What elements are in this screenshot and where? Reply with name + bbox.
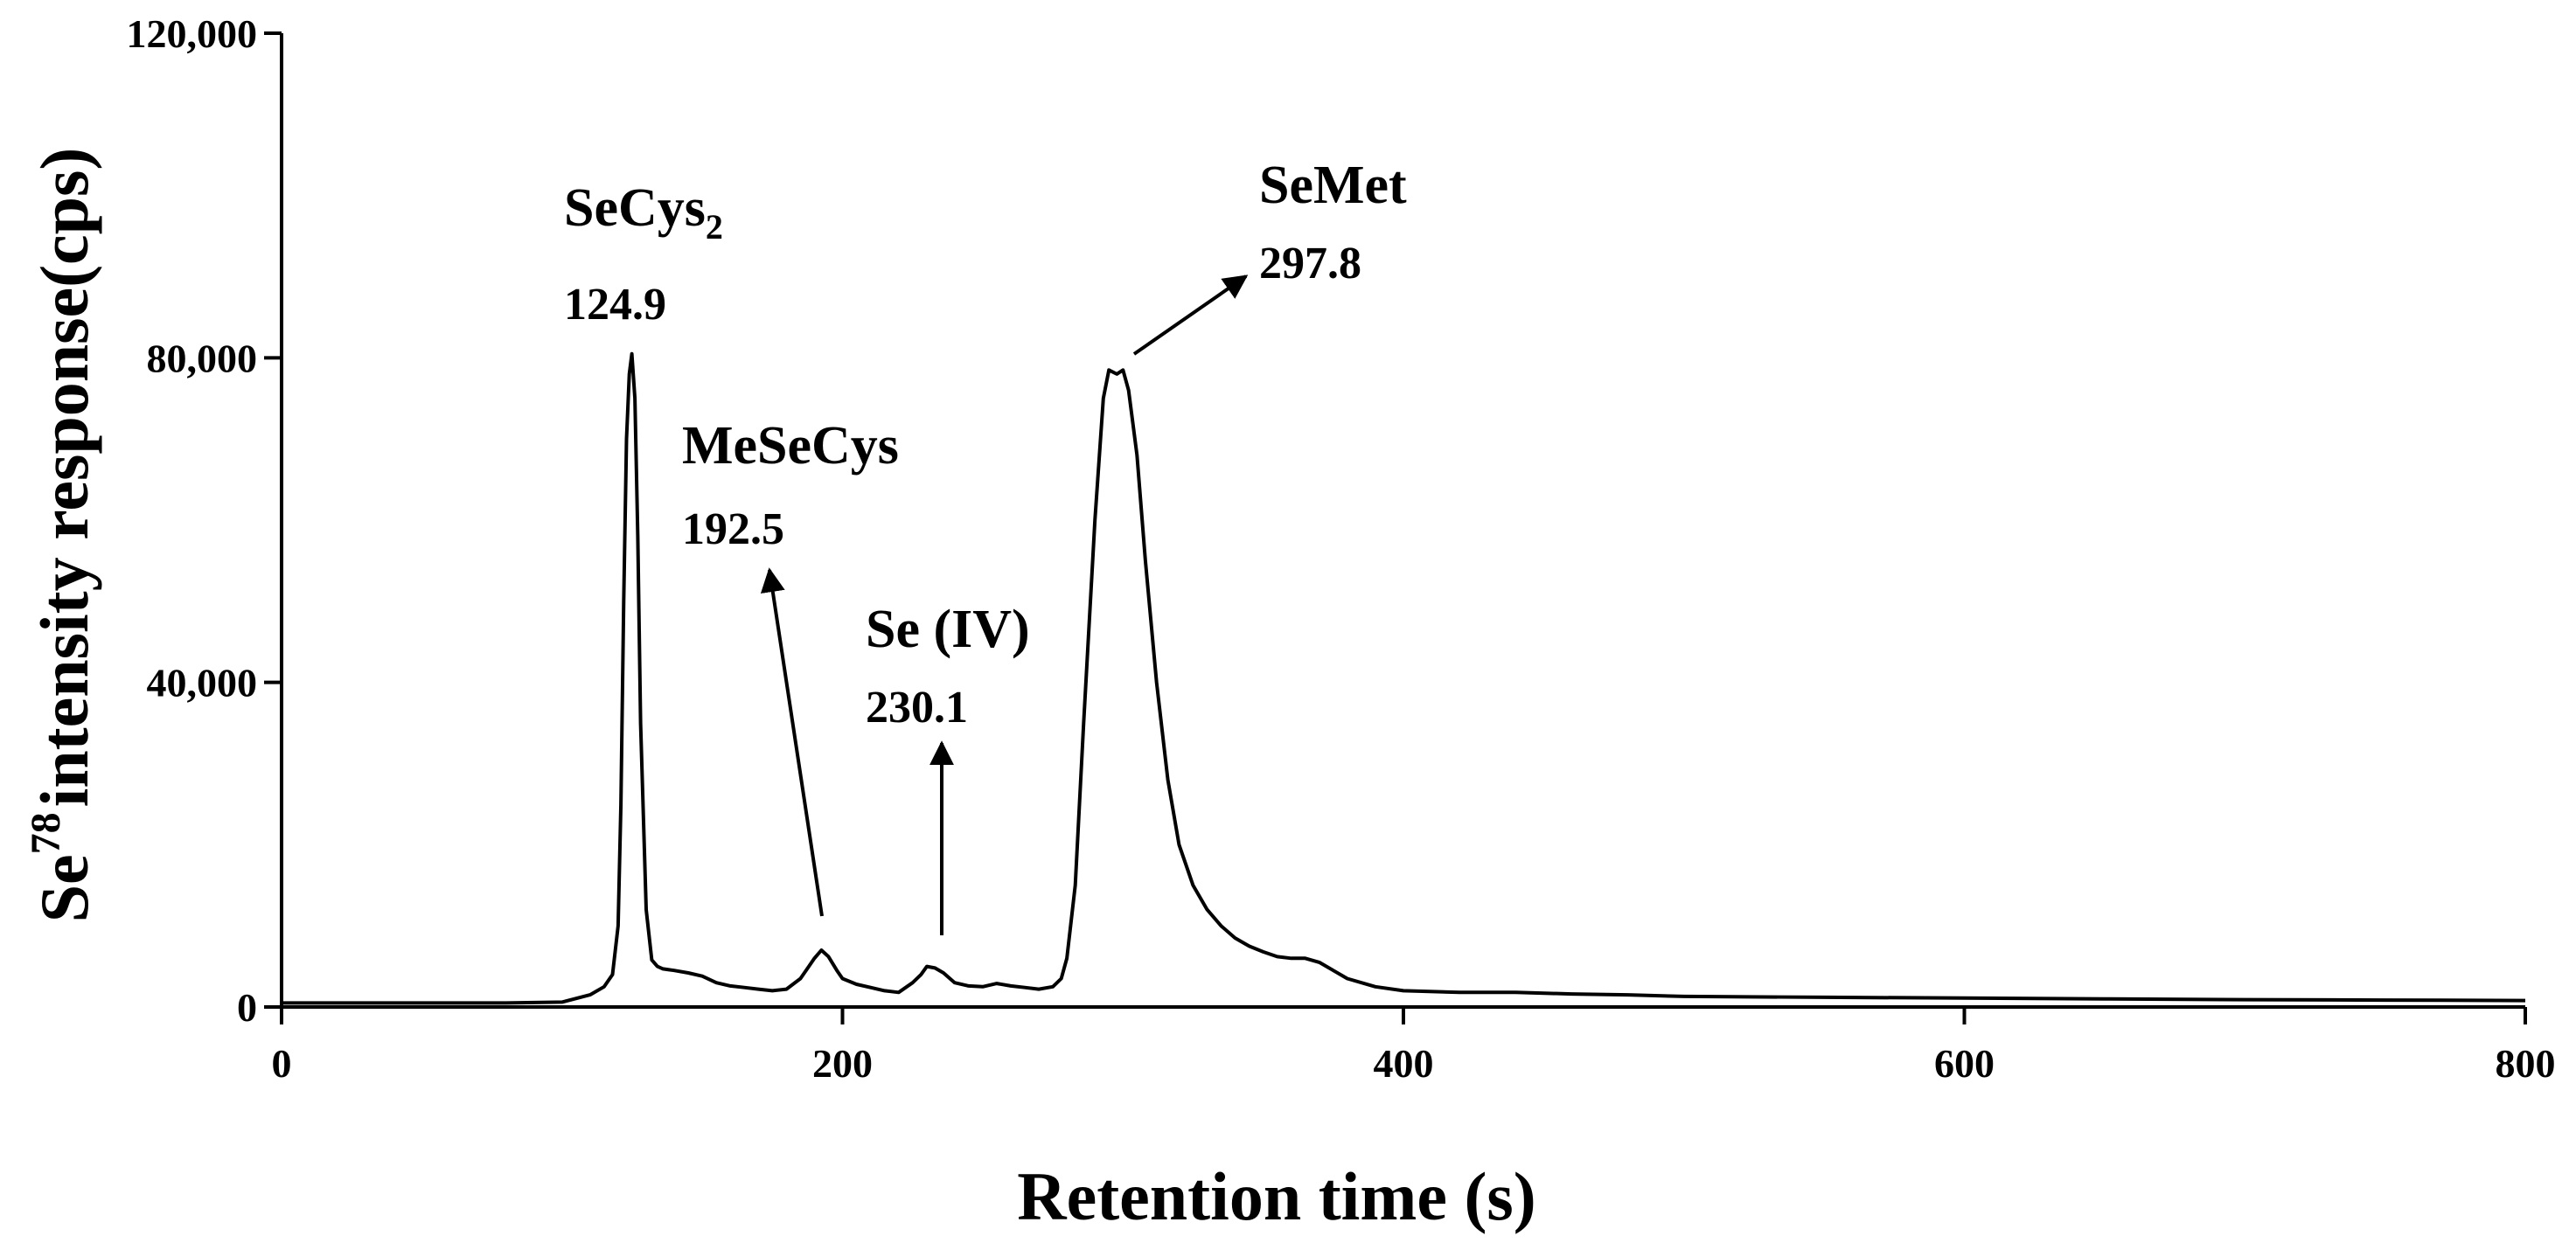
annotation-secys2-time: 124.9 [564, 280, 666, 330]
x-ticks: 0 200 400 600 800 [272, 1007, 2556, 1086]
y-tick-label: 120,000 [127, 11, 258, 56]
peak-annotations: SeCys2 124.9 MeSeCys 192.5 Se (IV) 230.1… [564, 156, 1407, 935]
annotation-semet-time: 297.8 [1259, 239, 1361, 288]
x-tick-label: 200 [812, 1041, 873, 1086]
annotation-meseccys: MeSeCys 192.5 [682, 416, 899, 917]
annotation-se-iv: Se (IV) 230.1 [866, 600, 1030, 935]
annotation-secys2: SeCys2 124.9 [564, 178, 723, 330]
x-tick-label: 400 [1374, 1041, 1434, 1086]
y-tick-label: 40,000 [147, 661, 258, 705]
y-axis-title: Se78intensity response(cps) [23, 148, 102, 923]
x-tick-label: 800 [2496, 1041, 2556, 1086]
annotation-semet-name: SeMet [1259, 156, 1407, 215]
annotation-secys2-name: SeCys2 [564, 178, 723, 247]
annotation-semet-arrow [1132, 274, 1249, 356]
y-tick-label: 0 [237, 985, 257, 1030]
annotation-se-iv-name: Se (IV) [866, 600, 1030, 659]
annotation-meseccys-name: MeSeCys [682, 416, 899, 476]
x-tick-label: 0 [272, 1041, 292, 1086]
y-tick-label: 80,000 [147, 336, 258, 380]
y-ticks: 0 40,000 80,000 120,000 [127, 11, 282, 1030]
annotation-semet: SeMet 297.8 [1132, 156, 1407, 356]
axes: 0 200 400 600 800 0 40,000 80,000 120,000 [127, 11, 2556, 1086]
annotation-se-iv-time: 230.1 [866, 683, 968, 733]
x-axis-title: Retention time (s) [1017, 1158, 1536, 1234]
x-tick-label: 600 [1934, 1041, 1995, 1086]
chromatogram-line [282, 351, 2526, 1005]
annotation-meseccys-time: 192.5 [682, 504, 784, 554]
annotation-meseccys-arrow [760, 567, 824, 917]
